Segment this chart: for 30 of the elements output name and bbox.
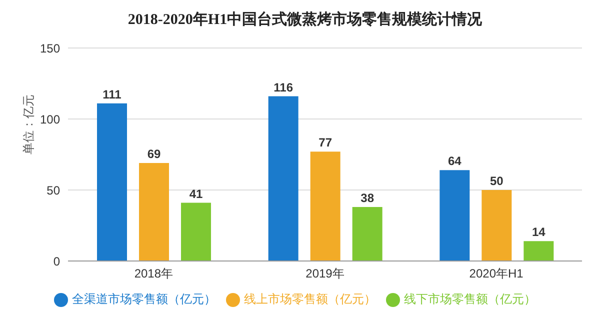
x-tick-label: 2020年H1 <box>469 266 524 281</box>
bar <box>268 96 298 261</box>
chart-title: 2018-2020年H1中国台式微蒸烤市场零售规模统计情况 <box>126 10 484 30</box>
bar <box>181 202 211 261</box>
bar <box>440 170 470 261</box>
bar <box>524 241 554 261</box>
data-label: 64 <box>448 154 462 168</box>
y-tick-label: 150 <box>40 41 60 56</box>
data-label: 69 <box>147 147 161 162</box>
y-tick-label: 0 <box>53 254 60 268</box>
bar <box>482 190 512 261</box>
data-label: 14 <box>532 225 546 240</box>
legend-label: 线下市场零售额（亿元） <box>404 292 536 306</box>
x-tick-label: 2019年 <box>306 266 344 281</box>
y-tick-label: 100 <box>40 112 60 126</box>
data-label: 41 <box>189 186 203 201</box>
y-tick-label: 50 <box>46 183 60 198</box>
bar <box>139 163 169 261</box>
bar <box>310 152 340 261</box>
data-label: 77 <box>318 136 332 150</box>
legend-label: 线上市场零售额（亿元） <box>244 292 376 306</box>
bar <box>352 207 382 261</box>
x-tick-label: 2018年 <box>134 266 174 281</box>
y-axis-title: 单位：亿元 <box>21 94 36 154</box>
legend-label: 全渠道市场零售额（亿元） <box>72 292 216 306</box>
data-label: 111 <box>102 87 122 102</box>
data-label: 116 <box>274 80 294 94</box>
data-label: 38 <box>360 191 374 206</box>
data-label: 50 <box>490 174 504 188</box>
bar <box>97 103 127 261</box>
